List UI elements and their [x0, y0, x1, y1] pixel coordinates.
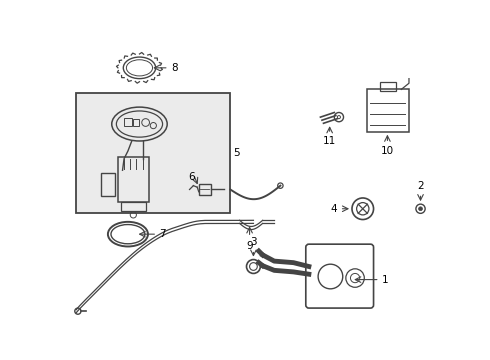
Text: 6: 6 — [188, 172, 195, 182]
Bar — [124, 118, 132, 126]
Text: 1: 1 — [382, 275, 389, 285]
Circle shape — [418, 207, 422, 211]
Text: 4: 4 — [331, 204, 337, 214]
Text: 9: 9 — [246, 241, 253, 251]
Bar — [101, 172, 115, 195]
Bar — [381, 82, 396, 91]
Bar — [199, 184, 211, 195]
Text: 10: 10 — [381, 145, 394, 156]
Text: 8: 8 — [171, 63, 178, 73]
Bar — [367, 89, 409, 132]
Bar — [76, 93, 230, 213]
Bar — [133, 120, 140, 126]
Text: 2: 2 — [417, 181, 424, 191]
Text: 11: 11 — [323, 136, 336, 147]
Text: 5: 5 — [233, 148, 240, 158]
Text: 3: 3 — [250, 237, 257, 247]
Bar — [121, 202, 146, 211]
Text: 7: 7 — [159, 229, 166, 239]
Bar — [118, 157, 149, 202]
